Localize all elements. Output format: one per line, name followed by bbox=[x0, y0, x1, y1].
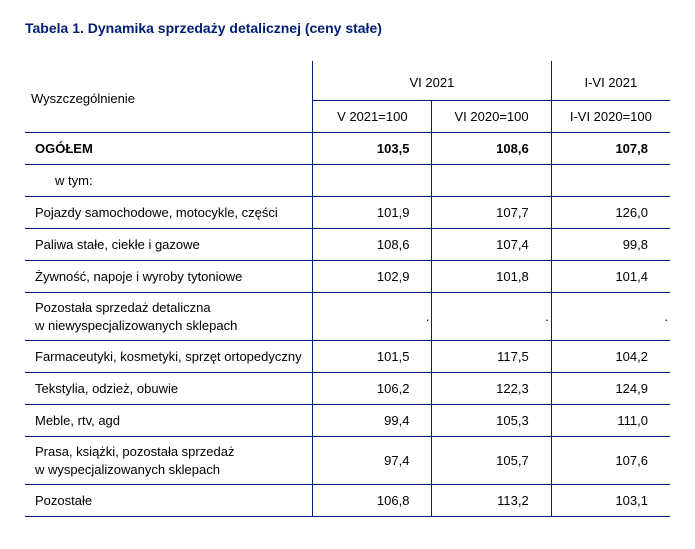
table-row: Tekstylia, odzież, obuwie106,2122,3124,9 bbox=[25, 373, 670, 405]
row-value: 103,1 bbox=[551, 485, 670, 517]
table-row: w tym: bbox=[25, 165, 670, 197]
row-value: 126,0 bbox=[551, 197, 670, 229]
row-label: w tym: bbox=[25, 165, 313, 197]
row-label: Pozostałe bbox=[25, 485, 313, 517]
row-value: . bbox=[551, 293, 670, 341]
row-value: 99,8 bbox=[551, 229, 670, 261]
row-value: 108,6 bbox=[313, 229, 432, 261]
header-sub-3: I-VI 2020=100 bbox=[551, 101, 670, 133]
row-value: 107,7 bbox=[432, 197, 551, 229]
data-table: Wyszczególnienie VI 2021 I-VI 2021 V 202… bbox=[25, 61, 670, 517]
row-label: Prasa, książki, pozostała sprzedażw wysp… bbox=[25, 437, 313, 485]
table-row: Farmaceutyki, kosmetyki, sprzęt ortopedy… bbox=[25, 341, 670, 373]
row-value: 124,9 bbox=[551, 373, 670, 405]
row-value: 107,6 bbox=[551, 437, 670, 485]
row-value bbox=[313, 165, 432, 197]
table-title: Tabela 1. Dynamika sprzedaży detalicznej… bbox=[25, 20, 670, 36]
table-row: OGÓŁEM103,5108,6107,8 bbox=[25, 133, 670, 165]
table-row: Pozostała sprzedaż detalicznaw niewyspec… bbox=[25, 293, 670, 341]
row-label: Pojazdy samochodowe, motocykle, części bbox=[25, 197, 313, 229]
table-row: Prasa, książki, pozostała sprzedażw wysp… bbox=[25, 437, 670, 485]
row-value: 106,8 bbox=[313, 485, 432, 517]
row-value: 102,9 bbox=[313, 261, 432, 293]
row-value: 104,2 bbox=[551, 341, 670, 373]
table-row: Żywność, napoje i wyroby tytoniowe102,91… bbox=[25, 261, 670, 293]
row-value: 99,4 bbox=[313, 405, 432, 437]
table-row: Meble, rtv, agd99,4105,3111,0 bbox=[25, 405, 670, 437]
header-sub-1: V 2021=100 bbox=[313, 101, 432, 133]
row-value: . bbox=[313, 293, 432, 341]
row-value: 108,6 bbox=[432, 133, 551, 165]
header-group-2: I-VI 2021 bbox=[551, 61, 670, 101]
row-label: Paliwa stałe, ciekłe i gazowe bbox=[25, 229, 313, 261]
header-sub-2: VI 2020=100 bbox=[432, 101, 551, 133]
row-value: 101,4 bbox=[551, 261, 670, 293]
row-label: Meble, rtv, agd bbox=[25, 405, 313, 437]
row-value: 97,4 bbox=[313, 437, 432, 485]
row-label: Żywność, napoje i wyroby tytoniowe bbox=[25, 261, 313, 293]
row-value: 106,2 bbox=[313, 373, 432, 405]
row-value: 105,7 bbox=[432, 437, 551, 485]
row-label: Pozostała sprzedaż detalicznaw niewyspec… bbox=[25, 293, 313, 341]
row-value: 101,8 bbox=[432, 261, 551, 293]
row-value: 105,3 bbox=[432, 405, 551, 437]
row-value: 101,5 bbox=[313, 341, 432, 373]
table-row: Pojazdy samochodowe, motocykle, części10… bbox=[25, 197, 670, 229]
row-value: 111,0 bbox=[551, 405, 670, 437]
row-value: 113,2 bbox=[432, 485, 551, 517]
header-label: Wyszczególnienie bbox=[25, 61, 313, 133]
row-value: 107,4 bbox=[432, 229, 551, 261]
row-value: 117,5 bbox=[432, 341, 551, 373]
row-value: 122,3 bbox=[432, 373, 551, 405]
header-group-1: VI 2021 bbox=[313, 61, 552, 101]
row-value bbox=[551, 165, 670, 197]
row-value bbox=[432, 165, 551, 197]
row-label: Tekstylia, odzież, obuwie bbox=[25, 373, 313, 405]
table-row: Pozostałe106,8113,2103,1 bbox=[25, 485, 670, 517]
row-value: 101,9 bbox=[313, 197, 432, 229]
row-value: 103,5 bbox=[313, 133, 432, 165]
row-value: . bbox=[432, 293, 551, 341]
row-label: OGÓŁEM bbox=[25, 133, 313, 165]
row-value: 107,8 bbox=[551, 133, 670, 165]
table-row: Paliwa stałe, ciekłe i gazowe108,6107,49… bbox=[25, 229, 670, 261]
row-label: Farmaceutyki, kosmetyki, sprzęt ortopedy… bbox=[25, 341, 313, 373]
